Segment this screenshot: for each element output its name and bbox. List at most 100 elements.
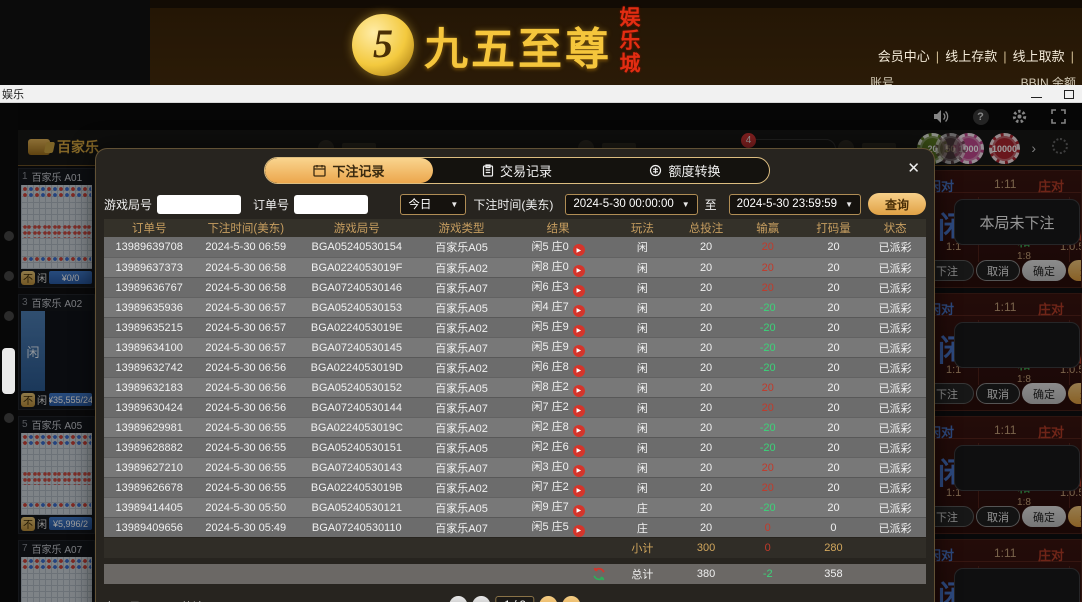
banker-pair-bet[interactable]: 庄对 [1038, 548, 1065, 563]
fullscreen-icon[interactable] [1049, 107, 1068, 126]
cell: 已派彩 [878, 502, 912, 515]
chip-10000[interactable]: 10000 [989, 133, 1020, 164]
pair-odds: 1:11 [994, 423, 1017, 437]
volume-icon[interactable] [932, 107, 951, 126]
table-card[interactable]: 1 百家乐 A01 不 闲 ¥0/0 [18, 168, 95, 288]
result-cell: 闲5 庄5 [507, 518, 610, 537]
date-range-select[interactable]: 今日 [400, 193, 467, 215]
cell: 20 [761, 401, 774, 414]
replay-icon[interactable] [572, 484, 585, 497]
replay-icon[interactable] [572, 304, 585, 317]
enter-button[interactable]: 进入 [1068, 506, 1081, 527]
tab-credit-transfer[interactable]: 额度转换 [601, 158, 769, 183]
table-card[interactable]: 7 百家乐 A07 [18, 540, 95, 602]
replay-icon[interactable] [572, 284, 585, 297]
no-commission-toggle[interactable]: 不 [21, 392, 35, 407]
roadmap [21, 557, 92, 602]
cell: 13989629981 [115, 421, 183, 434]
sidebar-dim-icon[interactable] [4, 311, 14, 321]
game-area: ? 百家乐 4 20 50 1000 10000 › [0, 103, 1082, 602]
sidebar-dim-icon[interactable] [4, 413, 14, 423]
refresh-icon[interactable] [592, 567, 606, 581]
replay-icon[interactable] [572, 344, 585, 357]
cell: 20 [699, 441, 713, 454]
bet-side-label: 闲 [37, 520, 47, 531]
cancel-button[interactable]: 取消 [976, 260, 1020, 281]
minimize-button[interactable] [1031, 96, 1042, 98]
bet-amount-bar: ¥35,555/24 [49, 393, 92, 406]
from-datetime-picker[interactable]: 2024-5-30 00:00:00 [565, 193, 698, 215]
cell: 13989637373 [115, 261, 183, 274]
replay-icon[interactable] [572, 324, 585, 337]
confirm-button[interactable]: 确定 [1022, 506, 1066, 527]
nav-item-baccarat[interactable]: 百家乐 [28, 137, 99, 157]
round-input[interactable] [157, 194, 242, 214]
cell: 20 [699, 481, 713, 494]
banner-link[interactable]: 线上存款 [945, 49, 998, 64]
replay-icon[interactable] [572, 404, 585, 417]
table-card-header: 5 百家乐 A05 [19, 417, 94, 432]
chip-hidden[interactable] [935, 133, 966, 164]
cell: 已派彩 [878, 322, 912, 335]
replay-icon[interactable] [572, 504, 585, 517]
cell: 13989634100 [115, 341, 183, 354]
enter-button[interactable]: 进入 [1068, 260, 1081, 281]
confirm-button[interactable]: 确定 [1022, 260, 1066, 281]
replay-icon[interactable] [572, 444, 585, 457]
banker-pair-bet[interactable]: 庄对 [1038, 425, 1065, 440]
confirm-button[interactable]: 确定 [1022, 383, 1066, 404]
result-cell: 闲6 庄3 [507, 278, 610, 297]
banner-link[interactable]: 会员中心 [877, 49, 930, 64]
replay-icon[interactable] [572, 264, 585, 277]
banker-pair-bet[interactable]: 庄对 [1038, 179, 1065, 194]
settings-gear-icon[interactable] [1010, 107, 1029, 126]
cell: 13989628882 [115, 441, 183, 454]
cell: 已派彩 [878, 282, 912, 295]
cancel-button[interactable]: 取消 [976, 506, 1020, 527]
grand-bet: 380 [696, 568, 716, 580]
cell: BGA07240530145 [311, 341, 403, 354]
next-page-button[interactable] [539, 596, 558, 602]
table-name: 百家乐 A02 [31, 299, 83, 310]
to-datetime-picker[interactable]: 2024-5-30 23:59:59 [728, 193, 861, 215]
table-card[interactable]: 3 百家乐 A02 闲 不 闲 ¥35,555/24 [18, 294, 95, 410]
banker-pair-bet[interactable]: 庄对 [1038, 302, 1065, 317]
sidebar-dim-icon[interactable] [4, 271, 14, 281]
logo-emblem-icon: 5 [352, 14, 414, 76]
replay-icon[interactable] [572, 364, 585, 377]
banner-link[interactable]: 线上取款 [1012, 49, 1065, 64]
close-icon[interactable] [907, 161, 920, 176]
cell: 13989635215 [115, 321, 183, 334]
enter-button[interactable]: 进入 [1068, 383, 1081, 404]
table-card[interactable]: 5 百家乐 A05 不 闲 ¥5,996/2 [18, 416, 95, 534]
table-row: 13989627210 2024-5-30 06:55 BGA07240530143… [104, 457, 926, 477]
replay-icon[interactable] [572, 524, 585, 537]
range-value: 今日 [408, 199, 432, 211]
replay-icon[interactable] [572, 424, 585, 437]
subtotal-win: 0 [764, 542, 771, 554]
no-commission-toggle[interactable]: 不 [21, 516, 35, 531]
help-icon[interactable]: ? [971, 107, 990, 126]
order-input[interactable] [294, 194, 369, 214]
maximize-button[interactable] [1064, 89, 1074, 99]
cancel-button[interactable]: 取消 [976, 383, 1020, 404]
replay-icon[interactable] [572, 384, 585, 397]
scrollbar-thumb[interactable] [2, 348, 15, 394]
last-page-button[interactable] [562, 596, 581, 602]
replay-icon[interactable] [572, 244, 585, 257]
chips-more-arrow[interactable]: › [1031, 140, 1036, 156]
chip-settings-icon[interactable] [1052, 138, 1068, 154]
column-header: 状态 [883, 223, 907, 235]
search-button[interactable]: 查询 [867, 193, 926, 215]
cell: 20 [827, 421, 840, 434]
link-separator: | [1003, 49, 1007, 64]
prev-page-button[interactable] [472, 596, 491, 602]
cell: BGA05240530121 [311, 501, 403, 514]
no-commission-toggle[interactable]: 不 [21, 270, 35, 285]
tab-bet-records[interactable]: 下注记录 [265, 158, 433, 183]
first-page-button[interactable] [449, 596, 468, 602]
replay-icon[interactable] [572, 464, 585, 477]
tab-transaction-records[interactable]: 交易记录 [433, 158, 601, 183]
sidebar-dim-icon[interactable] [4, 231, 14, 241]
tab-label: 下注记录 [332, 164, 385, 179]
